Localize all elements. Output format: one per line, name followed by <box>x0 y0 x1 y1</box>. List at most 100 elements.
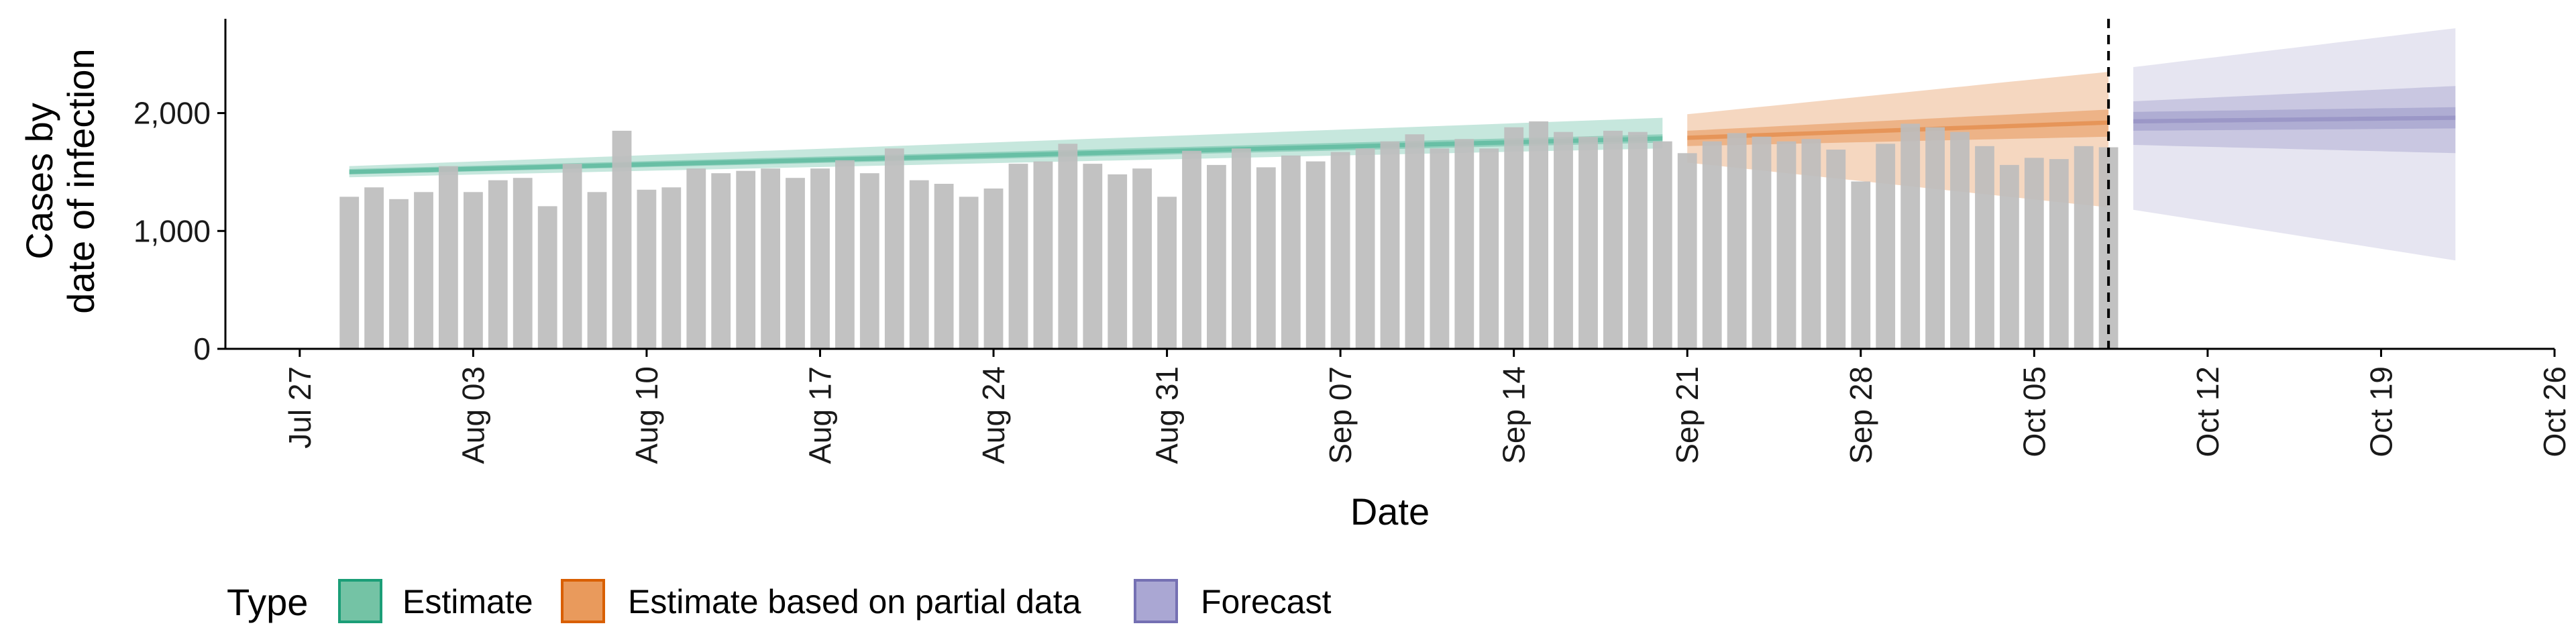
case-bar <box>587 192 607 349</box>
case-bar <box>537 206 557 349</box>
legend-title: Type <box>227 581 308 623</box>
x-tick-label: Aug 10 <box>629 366 664 464</box>
band-median-2 <box>2133 115 2456 123</box>
case-bar <box>1058 144 1078 350</box>
case-bar <box>983 189 1004 349</box>
case-bar <box>959 197 979 349</box>
case-bar <box>2074 146 2094 350</box>
y-tick-label: 0 <box>193 331 211 366</box>
x-tick-label: Sep 21 <box>1670 366 1705 464</box>
case-bar <box>1727 133 1747 349</box>
case-bar <box>1232 148 1251 350</box>
case-bar <box>1652 141 1672 349</box>
case-bar <box>1083 164 1103 349</box>
case-bar <box>786 178 805 349</box>
case-bar <box>1305 161 1326 349</box>
case-bar <box>661 187 682 349</box>
case-bar <box>686 168 706 349</box>
case-bar <box>1033 161 1053 349</box>
case-bar <box>1182 150 1201 350</box>
x-tick-label: Oct 19 <box>2363 366 2398 458</box>
case-bar <box>1851 181 1871 349</box>
case-bar <box>2024 158 2044 350</box>
case-bar <box>761 168 780 349</box>
case-bar <box>1479 148 1499 350</box>
x-tick-label: Oct 05 <box>2017 366 2051 458</box>
x-tick-label: Sep 07 <box>1323 366 1358 464</box>
case-bar <box>1504 127 1524 349</box>
case-bar <box>339 197 360 349</box>
case-bar <box>513 178 533 349</box>
case-bar <box>1256 167 1276 349</box>
case-bar <box>1950 131 1970 349</box>
case-bar <box>1776 141 1796 349</box>
x-axis-title: Date <box>1350 490 1430 533</box>
case-bar <box>1430 148 1450 350</box>
case-bar <box>1826 150 1846 349</box>
case-bar <box>2000 164 2019 349</box>
case-bar <box>1380 141 1400 349</box>
case-bar <box>1603 130 1623 349</box>
case-bar <box>1207 164 1226 349</box>
y-axis-title-line2: date of infection <box>60 48 102 313</box>
case-bar <box>562 164 582 349</box>
case-bar <box>2049 159 2069 349</box>
x-tick-label: Aug 31 <box>1150 366 1185 464</box>
case-bar <box>364 187 384 349</box>
case-bar <box>1157 197 1177 349</box>
case-bar <box>1132 168 1152 349</box>
x-tick-label: Aug 17 <box>803 366 838 464</box>
x-tick-label: Oct 26 <box>2537 366 2572 458</box>
x-tick-label: Jul 27 <box>282 366 317 449</box>
legend-key <box>1134 579 1178 623</box>
case-bar <box>934 184 954 349</box>
band-outer-2 <box>2133 28 2456 261</box>
case-bar <box>1975 146 1994 350</box>
case-bar <box>439 166 458 349</box>
case-bar <box>711 173 731 349</box>
case-bar <box>612 130 632 349</box>
case-bar <box>464 192 483 349</box>
case-bar <box>1281 155 1301 350</box>
case-bar <box>1876 144 1896 350</box>
case-bar <box>884 148 904 350</box>
case-bar <box>1108 174 1128 349</box>
band-90-0 <box>349 117 1663 178</box>
x-tick-label: Sep 28 <box>1843 366 1878 464</box>
case-bar <box>810 168 830 349</box>
y-tick-label: 1,000 <box>133 213 211 248</box>
band-50-0 <box>349 134 1663 174</box>
case-bar <box>389 199 409 349</box>
legend-label: Estimate based on partial data <box>628 583 1081 621</box>
band-50-1 <box>1687 109 2109 146</box>
y-tick-label: 2,000 <box>133 96 211 131</box>
case-bar <box>637 189 657 349</box>
axes: 0 1,000 2,000 Jul 27 Aug 03 Aug 10 Aug 17 Aug 2… <box>133 19 2572 464</box>
case-bar <box>1355 148 1375 350</box>
case-bar <box>1330 152 1350 349</box>
band-90-2 <box>2133 86 2456 154</box>
legend-label: Forecast <box>1201 583 1332 621</box>
case-bar <box>736 170 756 349</box>
band-50-2 <box>2133 107 2456 131</box>
legend: Type Estimate Estimate based on partial d… <box>227 579 1332 623</box>
case-bar <box>1405 134 1425 349</box>
case-bar <box>1900 123 1921 349</box>
case-bar <box>1801 139 1821 349</box>
case-bar <box>1925 127 1945 349</box>
case-bar <box>1529 121 1548 349</box>
case-bars <box>339 121 2118 350</box>
case-bar <box>1008 164 1028 349</box>
band-median-1 <box>1687 120 2109 140</box>
band-median-0 <box>349 136 1663 174</box>
case-bar <box>1578 136 1598 349</box>
case-bar <box>1677 153 1697 350</box>
case-bar <box>1454 139 1474 349</box>
x-tick-label: Sep 14 <box>1497 366 1532 464</box>
legend-key <box>561 579 605 623</box>
x-tick-label: Aug 03 <box>455 366 490 464</box>
legend-key <box>338 579 382 623</box>
case-bar <box>909 180 929 349</box>
case-bar <box>1628 131 1648 349</box>
